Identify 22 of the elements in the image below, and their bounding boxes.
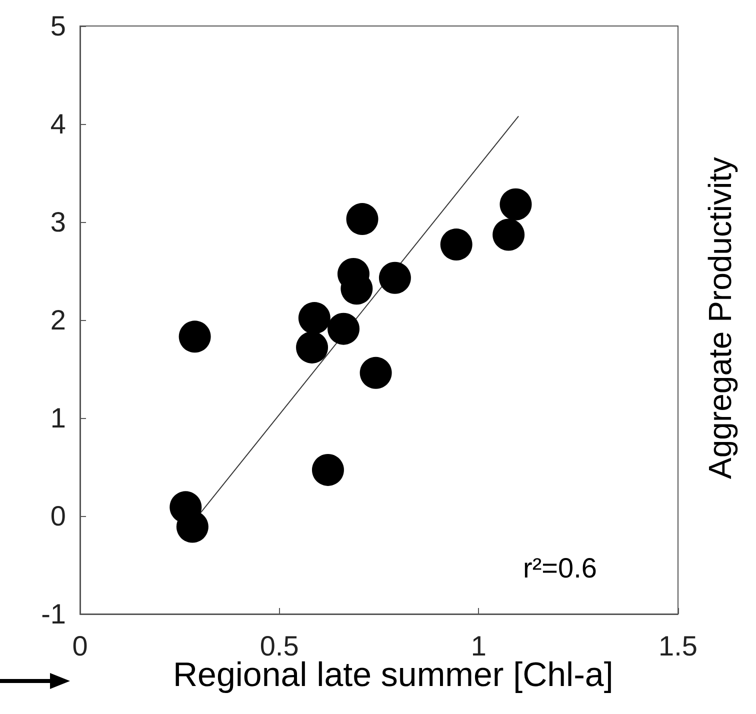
y-axis-title: Aggregate Productivity xyxy=(702,157,738,479)
point xyxy=(296,331,328,364)
point xyxy=(360,356,392,389)
point xyxy=(298,302,330,334)
y-tick-label: 5 xyxy=(50,10,66,42)
y-tick-label: 0 xyxy=(50,500,66,532)
point xyxy=(378,262,411,294)
point xyxy=(178,320,211,353)
y-tick-label: 2 xyxy=(50,304,66,336)
point xyxy=(440,228,472,261)
y-tick-label: 3 xyxy=(50,206,66,238)
point xyxy=(328,312,360,345)
point xyxy=(500,188,532,220)
y-tick-label: 1 xyxy=(50,402,66,434)
y-tick-label: 4 xyxy=(50,108,66,140)
point xyxy=(492,218,525,251)
point xyxy=(346,203,378,236)
annotation: r²=0.6 xyxy=(523,552,597,584)
x-tick-label: 0 xyxy=(72,630,88,662)
point xyxy=(312,454,344,486)
y-tick-label: -1 xyxy=(41,598,66,630)
x-tick-label: 1.5 xyxy=(658,630,698,662)
